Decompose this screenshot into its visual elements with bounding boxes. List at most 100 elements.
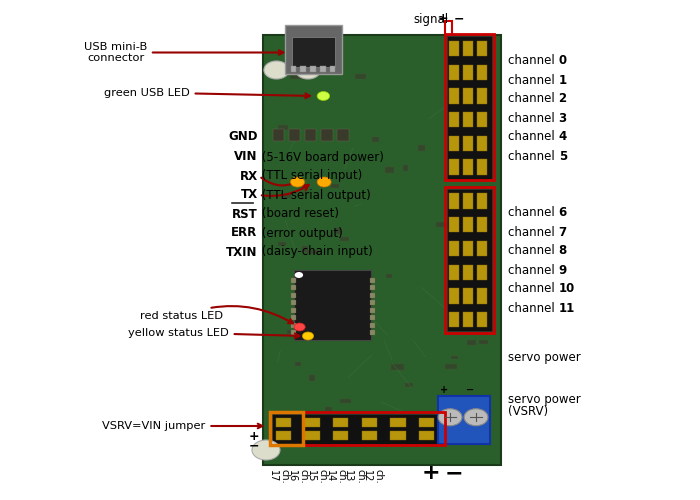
- Text: USB mini-B
connector: USB mini-B connector: [84, 42, 284, 64]
- Bar: [444, 34, 494, 180]
- Bar: [290, 315, 296, 320]
- Bar: [449, 288, 459, 304]
- Text: ch.
13: ch. 13: [344, 469, 365, 484]
- Bar: [477, 288, 486, 304]
- Text: −: −: [249, 440, 260, 452]
- Text: servo power: servo power: [508, 352, 581, 364]
- Bar: [419, 418, 434, 427]
- Bar: [370, 308, 375, 312]
- Bar: [270, 412, 445, 445]
- Text: +: +: [422, 463, 440, 483]
- Text: TXIN: TXIN: [226, 246, 258, 258]
- Bar: [290, 322, 296, 328]
- Bar: [310, 66, 316, 71]
- Bar: [335, 228, 342, 234]
- Bar: [331, 184, 339, 188]
- Bar: [337, 129, 349, 141]
- Text: ch.
17: ch. 17: [268, 469, 289, 484]
- Bar: [477, 240, 486, 256]
- Circle shape: [295, 272, 303, 278]
- Bar: [300, 66, 306, 71]
- Bar: [463, 112, 473, 128]
- Bar: [467, 340, 475, 345]
- Bar: [449, 88, 459, 104]
- Bar: [419, 430, 434, 440]
- Circle shape: [317, 177, 331, 187]
- Text: channel: channel: [508, 206, 559, 220]
- Bar: [370, 322, 375, 328]
- Bar: [292, 38, 335, 66]
- Bar: [278, 242, 286, 246]
- Bar: [333, 418, 349, 427]
- Bar: [472, 128, 482, 133]
- Text: 10: 10: [559, 282, 575, 296]
- Bar: [325, 408, 332, 410]
- Bar: [289, 129, 300, 141]
- Bar: [333, 430, 349, 440]
- Bar: [278, 125, 288, 130]
- Bar: [324, 272, 336, 278]
- Circle shape: [464, 409, 488, 426]
- Text: red status LED: red status LED: [141, 306, 293, 324]
- Bar: [290, 285, 296, 290]
- Bar: [307, 250, 319, 254]
- Text: 9: 9: [559, 264, 567, 276]
- Text: (board reset): (board reset): [258, 208, 339, 220]
- Text: RST: RST: [232, 208, 258, 220]
- Text: −: −: [454, 12, 465, 26]
- Bar: [444, 187, 494, 332]
- Text: 6: 6: [559, 206, 567, 220]
- Bar: [320, 66, 326, 71]
- Bar: [449, 193, 459, 208]
- Text: 4: 4: [559, 130, 567, 143]
- Bar: [372, 137, 379, 141]
- Bar: [295, 362, 301, 366]
- Text: green USB LED: green USB LED: [104, 88, 310, 98]
- Circle shape: [294, 323, 305, 331]
- Bar: [405, 383, 412, 387]
- Bar: [309, 375, 315, 380]
- Text: ch.
15: ch. 15: [306, 469, 327, 484]
- Text: (TTL serial input): (TTL serial input): [258, 170, 362, 182]
- Bar: [290, 278, 296, 282]
- Bar: [449, 41, 459, 56]
- Bar: [290, 308, 296, 312]
- Bar: [401, 419, 411, 422]
- Bar: [290, 74, 302, 80]
- Bar: [355, 74, 366, 78]
- Text: channel: channel: [508, 264, 559, 276]
- Bar: [463, 64, 473, 80]
- Bar: [449, 264, 459, 280]
- Bar: [270, 412, 303, 445]
- Bar: [477, 88, 486, 104]
- Text: channel: channel: [508, 302, 559, 314]
- Text: channel: channel: [508, 92, 559, 106]
- Text: channel: channel: [508, 112, 559, 124]
- Text: (TTL serial output): (TTL serial output): [258, 188, 370, 202]
- Bar: [449, 312, 459, 328]
- Bar: [449, 217, 459, 232]
- Bar: [342, 312, 353, 316]
- Bar: [449, 112, 459, 128]
- Text: +: +: [438, 12, 449, 26]
- Bar: [463, 288, 473, 304]
- Text: channel: channel: [508, 226, 559, 238]
- Text: RX: RX: [239, 170, 258, 182]
- Bar: [477, 112, 486, 128]
- Bar: [446, 96, 454, 100]
- Bar: [477, 160, 486, 175]
- Text: channel: channel: [508, 74, 559, 86]
- Bar: [285, 25, 342, 74]
- Text: yellow status LED: yellow status LED: [128, 328, 300, 338]
- Bar: [386, 274, 392, 278]
- Bar: [449, 240, 459, 256]
- Circle shape: [252, 440, 280, 460]
- Text: TX: TX: [241, 188, 258, 202]
- Bar: [305, 129, 316, 141]
- Bar: [445, 21, 452, 35]
- Bar: [477, 264, 486, 280]
- Bar: [370, 330, 375, 335]
- Bar: [391, 364, 404, 370]
- Bar: [463, 88, 473, 104]
- Bar: [290, 300, 296, 305]
